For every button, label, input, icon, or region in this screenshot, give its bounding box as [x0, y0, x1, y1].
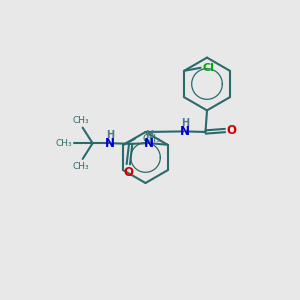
Text: CH₃: CH₃ [143, 134, 161, 144]
Text: N: N [144, 137, 154, 150]
Text: CH₃: CH₃ [55, 139, 72, 148]
Text: O: O [226, 124, 237, 137]
Text: CH₃: CH₃ [73, 116, 89, 125]
Text: CH₃: CH₃ [73, 161, 89, 170]
Text: H: H [145, 130, 153, 140]
Text: H: H [106, 130, 114, 140]
Text: O: O [123, 166, 133, 179]
Text: N: N [180, 125, 190, 138]
Text: N: N [105, 137, 115, 150]
Text: Cl: Cl [203, 63, 215, 73]
Text: H: H [181, 118, 189, 128]
